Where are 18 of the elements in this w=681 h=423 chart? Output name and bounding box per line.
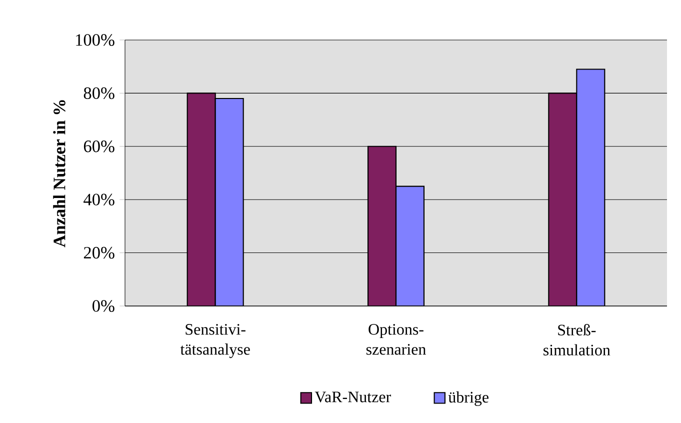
x-tick-label: Options-szenarien xyxy=(366,324,426,355)
y-axis-title: Anzahl Nutzer in % xyxy=(53,100,66,248)
bar xyxy=(548,92,578,306)
bar xyxy=(395,186,425,306)
y-tick-label: 60% xyxy=(84,140,114,152)
legend-label: übrige xyxy=(448,391,488,406)
bar xyxy=(214,98,244,306)
bar xyxy=(576,68,606,306)
x-tick-label: Sensitivi-tätsanalyse xyxy=(180,324,250,358)
y-tick-label: 0% xyxy=(92,300,114,312)
x-tick-label: Streß-simulation xyxy=(544,324,610,356)
y-tick-label: 100% xyxy=(76,34,114,46)
legend-label: VaR-Nutzer xyxy=(314,392,391,402)
y-tick-label: 40% xyxy=(84,194,114,206)
y-tick-label: 80% xyxy=(84,87,114,100)
y-tick-label: 20% xyxy=(84,246,114,259)
bar xyxy=(186,92,216,306)
bar xyxy=(367,146,397,306)
